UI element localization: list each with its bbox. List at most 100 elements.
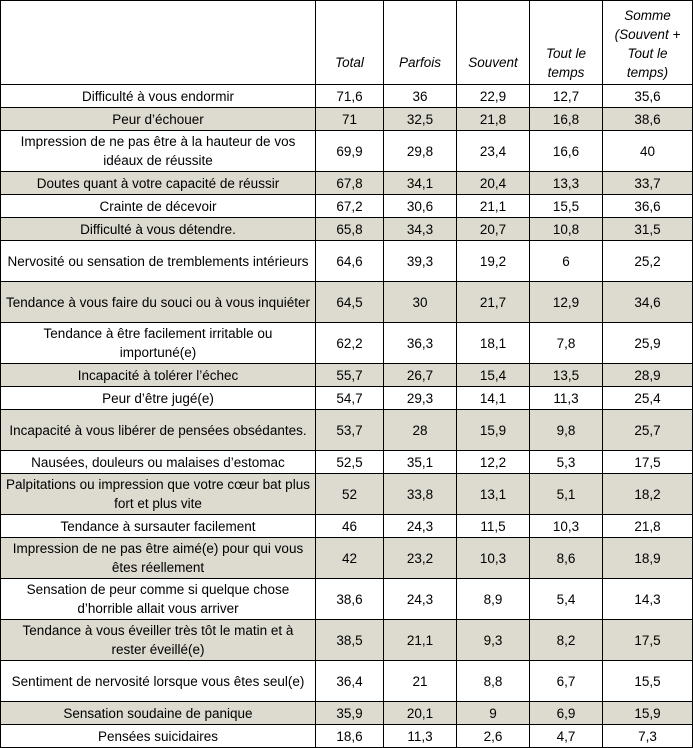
cell-souvent: 10,3 (456, 537, 530, 579)
cell-parfois: 28 (383, 409, 457, 451)
cell-tout-le-temps: 13,3 (529, 171, 603, 195)
cell-parfois: 29,8 (383, 130, 457, 172)
cell-tout-le-temps: 8,2 (529, 619, 603, 661)
cell-souvent: 21,7 (456, 281, 530, 323)
cell-souvent: 22,9 (456, 84, 530, 108)
table-row: Peur d’être jugé(e) 54,7 29,3 14,1 11,3 25,4 (0, 386, 693, 410)
table-row: Sensation soudaine de panique 35,9 20,1 9 6,… (0, 701, 693, 725)
cell-total: 55,7 (315, 363, 384, 387)
cell-somme: 25,7 (602, 409, 693, 451)
cell-souvent: 9 (456, 701, 530, 725)
cell-parfois: 23,2 (383, 537, 457, 579)
cell-parfois: 36,3 (383, 322, 457, 364)
cell-souvent: 19,2 (456, 240, 530, 282)
table-row: Palpitations ou impression que votre cœu… (0, 473, 693, 515)
cell-parfois: 20,1 (383, 701, 457, 725)
cell-total: 69,9 (315, 130, 384, 172)
header-souvent: Souvent (456, 0, 530, 85)
cell-parfois: 26,7 (383, 363, 457, 387)
row-label: Tendance à vous éveiller très tôt le mat… (0, 619, 316, 661)
cell-tout-le-temps: 12,7 (529, 84, 603, 108)
header-label-cell (0, 0, 316, 85)
cell-souvent: 15,9 (456, 409, 530, 451)
cell-parfois: 24,3 (383, 578, 457, 620)
cell-somme: 21,8 (602, 514, 693, 538)
cell-somme: 15,5 (602, 660, 693, 702)
cell-total: 71 (315, 107, 384, 131)
table-row: Incapacité à tolérer l’échec 55,7 26,7 15,4… (0, 363, 693, 387)
cell-tout-le-temps: 8,6 (529, 537, 603, 579)
cell-total: 64,5 (315, 281, 384, 323)
cell-parfois: 30,6 (383, 194, 457, 218)
cell-somme: 35,6 (602, 84, 693, 108)
row-label: Sensation soudaine de panique (0, 701, 316, 725)
cell-somme: 38,6 (602, 107, 693, 131)
cell-somme: 34,6 (602, 281, 693, 323)
cell-tout-le-temps: 6 (529, 240, 603, 282)
cell-souvent: 21,1 (456, 194, 530, 218)
cell-souvent: 8,8 (456, 660, 530, 702)
cell-souvent: 8,9 (456, 578, 530, 620)
cell-total: 18,6 (315, 724, 384, 748)
cell-souvent: 2,6 (456, 724, 530, 748)
header-row: Total Parfois Souvent Tout le temps Somm… (0, 0, 693, 85)
row-label: Tendance à vous faire du souci ou à vous… (0, 281, 316, 323)
header-total: Total (315, 0, 384, 85)
cell-somme: 14,3 (602, 578, 693, 620)
cell-parfois: 11,3 (383, 724, 457, 748)
cell-total: 71,6 (315, 84, 384, 108)
cell-total: 64,6 (315, 240, 384, 282)
table-row: Tendance à être facilement irritable ou … (0, 322, 693, 364)
table-row: Tendance à sursauter facilement 46 24,3 11,… (0, 514, 693, 538)
table-row: Peur d’échouer 71 32,5 21,8 16,8 38,6 (0, 107, 693, 131)
row-label: Tendance à sursauter facilement (0, 514, 316, 538)
cell-total: 52,5 (315, 450, 384, 474)
cell-total: 38,6 (315, 578, 384, 620)
header-parfois: Parfois (383, 0, 457, 85)
table-row: Incapacité à vous libérer de pensées obs… (0, 409, 693, 451)
table-row: Impression de ne pas être aimé(e) pour q… (0, 537, 693, 579)
cell-somme: 25,4 (602, 386, 693, 410)
table-row: Impression de ne pas être à la hauteur d… (0, 130, 693, 172)
cell-souvent: 23,4 (456, 130, 530, 172)
header-somme: Somme (Souvent + Tout le temps) (602, 0, 693, 85)
cell-tout-le-temps: 5,3 (529, 450, 603, 474)
cell-somme: 36,6 (602, 194, 693, 218)
cell-somme: 25,9 (602, 322, 693, 364)
cell-parfois: 34,3 (383, 217, 457, 241)
row-label: Incapacité à vous libérer de pensées obs… (0, 409, 316, 451)
cell-somme: 40 (602, 130, 693, 172)
cell-parfois: 29,3 (383, 386, 457, 410)
cell-souvent: 21,8 (456, 107, 530, 131)
cell-total: 52 (315, 473, 384, 515)
row-label: Pensées suicidaires (0, 724, 316, 748)
cell-souvent: 13,1 (456, 473, 530, 515)
cell-tout-le-temps: 10,8 (529, 217, 603, 241)
cell-tout-le-temps: 9,8 (529, 409, 603, 451)
cell-total: 36,4 (315, 660, 384, 702)
table-row: Nervosité ou sensation de tremblements i… (0, 240, 693, 282)
cell-parfois: 36 (383, 84, 457, 108)
cell-tout-le-temps: 6,9 (529, 701, 603, 725)
row-label: Difficulté à vous endormir (0, 84, 316, 108)
cell-parfois: 33,8 (383, 473, 457, 515)
header-tout-le-temps: Tout le temps (529, 0, 603, 85)
cell-parfois: 35,1 (383, 450, 457, 474)
table-row: Nausées, douleurs ou malaises d’estomac 5… (0, 450, 693, 474)
cell-tout-le-temps: 6,7 (529, 660, 603, 702)
cell-tout-le-temps: 5,1 (529, 473, 603, 515)
row-label: Incapacité à tolérer l’échec (0, 363, 316, 387)
cell-tout-le-temps: 16,8 (529, 107, 603, 131)
row-label: Impression de ne pas être aimé(e) pour q… (0, 537, 316, 579)
row-label: Crainte de décevoir (0, 194, 316, 218)
cell-tout-le-temps: 10,3 (529, 514, 603, 538)
row-label: Palpitations ou impression que votre cœu… (0, 473, 316, 515)
cell-somme: 15,9 (602, 701, 693, 725)
row-label: Doutes quant à votre capacité de réussir (0, 171, 316, 195)
cell-total: 35,9 (315, 701, 384, 725)
cell-parfois: 34,1 (383, 171, 457, 195)
cell-total: 38,5 (315, 619, 384, 661)
cell-souvent: 14,1 (456, 386, 530, 410)
cell-total: 53,7 (315, 409, 384, 451)
